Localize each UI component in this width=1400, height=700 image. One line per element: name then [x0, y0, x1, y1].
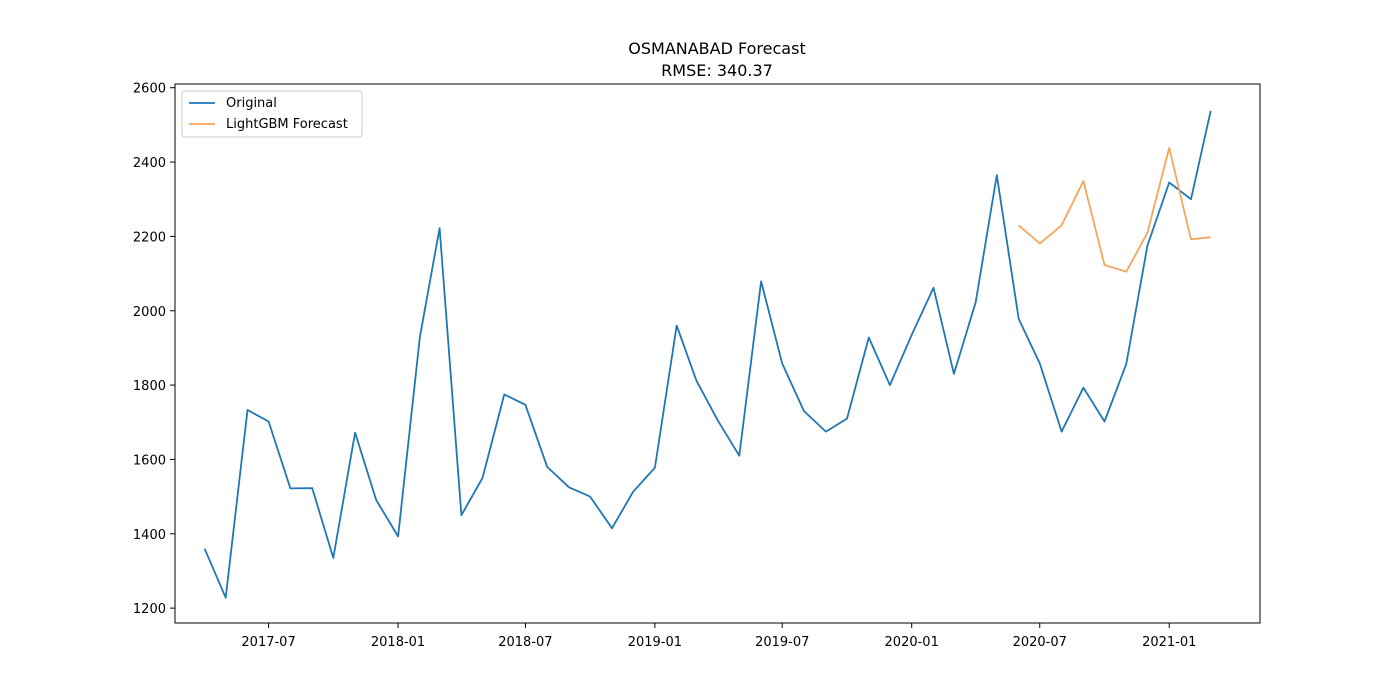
y-tick-label: 2600 [133, 82, 166, 97]
series-line-lightgbm-forecast [1018, 146, 1211, 273]
y-tick-label: 1600 [133, 453, 166, 468]
x-tick-label: 2018-07 [498, 635, 552, 650]
x-tick-label: 2020-07 [1013, 635, 1067, 650]
y-tick-label: 2200 [133, 230, 166, 245]
series-layer [203, 110, 1212, 599]
legend: Original LightGBM Forecast [181, 90, 363, 138]
y-axis: 1200 1400 1600 1800 2000 2200 2400 2600 [133, 82, 175, 617]
y-tick-label: 1200 [133, 602, 166, 617]
x-tick-label: 2019-01 [628, 635, 682, 650]
y-tick-label: 2400 [133, 156, 166, 171]
chart-subtitle: RMSE: 340.37 [661, 61, 773, 80]
y-tick-label: 1800 [133, 379, 166, 394]
y-tick-label: 1400 [133, 528, 166, 543]
x-tick-label: 2019-07 [755, 635, 809, 650]
x-axis: 2017-07 2018-01 2018-07 2019-01 2019-07 2020-… [241, 623, 1196, 650]
x-tick-label: 2020-01 [885, 635, 939, 650]
series-line-original [203, 110, 1212, 599]
plot-area [174, 83, 1261, 624]
x-tick-label: 2018-01 [371, 635, 425, 650]
x-tick-label: 2017-07 [241, 635, 295, 650]
chart-title: OSMANABAD Forecast [628, 39, 805, 58]
legend-label-original: Original [226, 96, 277, 111]
legend-label-forecast: LightGBM Forecast [226, 117, 348, 132]
y-tick-label: 2000 [133, 305, 166, 320]
legend-box [181, 90, 363, 138]
x-tick-label: 2021-01 [1142, 635, 1196, 650]
